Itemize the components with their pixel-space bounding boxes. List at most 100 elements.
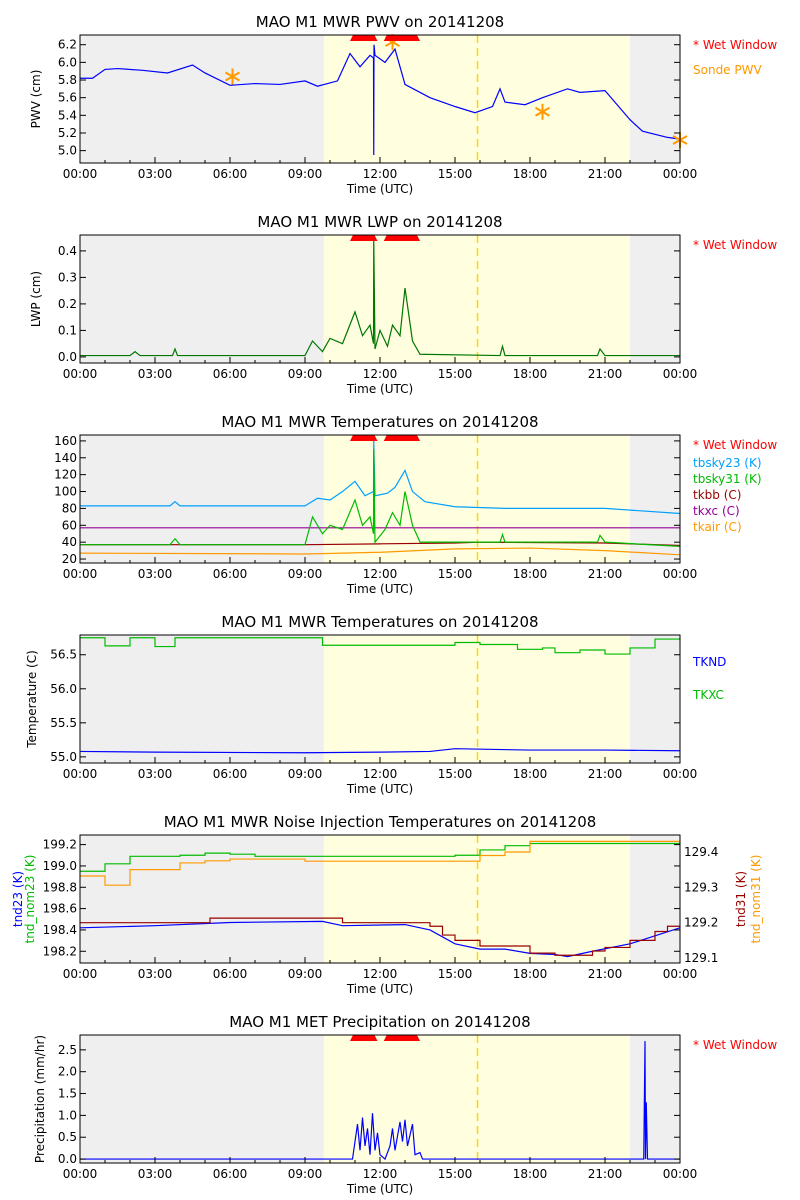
x-tick-label: 12:00 (363, 767, 398, 781)
y-tick-label: 199.2 (43, 838, 77, 852)
y-tick-label: 1.5 (58, 1087, 77, 1101)
y-axis-label-left: tnd_nom23 (K) (23, 855, 37, 944)
sonde-pwv-marker (225, 68, 240, 85)
x-tick-label: 21:00 (588, 967, 623, 981)
y-tick-label: 56.0 (50, 682, 77, 696)
x-tick-label: 06:00 (213, 767, 248, 781)
y-tick-label: 6.0 (58, 55, 77, 69)
y-tick-label: 80 (62, 501, 77, 515)
x-tick-label: 15:00 (438, 967, 473, 981)
wet-window-bar (383, 435, 420, 441)
y-axis-label: Temperature (C) (25, 650, 39, 749)
series-tkair-c- (80, 547, 680, 556)
x-tick-label: 15:00 (438, 1167, 473, 1181)
y-tick-label: 198.2 (43, 944, 77, 958)
y-axis-label-left: tnd23 (K) (11, 871, 25, 927)
panel-6: MAO M1 MET Precipitation on 20141208 00:0… (33, 1013, 777, 1196)
y-tick-label: 0.5 (58, 1130, 77, 1144)
x-axis-label: Time (UTC) (346, 1182, 413, 1196)
x-tick-label: 03:00 (138, 567, 173, 581)
y-axis-label-right: tnd31 (K) (734, 871, 748, 927)
series-tkxc (80, 637, 680, 655)
y-tick-label: 100 (54, 485, 77, 499)
legend-entry: * Wet Window (693, 1038, 777, 1052)
x-axis-label: Time (UTC) (346, 382, 413, 396)
x-tick-label: 15:00 (438, 767, 473, 781)
x-tick-label: 18:00 (513, 567, 548, 581)
y-right-tick-label: 129.1 (684, 951, 718, 965)
legend-entry: tbsky31 (K) (693, 472, 762, 486)
x-tick-label: 15:00 (438, 567, 473, 581)
x-tick-label: 03:00 (138, 367, 173, 381)
series-tbsky31-k- (80, 449, 680, 547)
legend-entry: Sonde PWV (693, 63, 762, 77)
x-tick-label: 12:00 (363, 567, 398, 581)
series-precipitation (80, 1041, 680, 1161)
legend-entry: tkbb (C) (693, 488, 741, 502)
x-tick-label: 00:00 (663, 167, 698, 181)
panel-1: MAO M1 MWR PWV on 20141208 00:00 03:00 06:0… (29, 13, 777, 196)
legend-entry: tkxc (C) (693, 504, 740, 518)
x-tick-label: 00:00 (63, 1167, 98, 1181)
x-tick-label: 21:00 (588, 767, 623, 781)
series-tknd (80, 748, 680, 754)
legend-entry: * Wet Window (693, 238, 777, 252)
x-tick-label: 09:00 (288, 967, 323, 981)
y-axis-label-right: tnd_nom31 (K) (749, 855, 763, 944)
x-axis-label: Time (UTC) (346, 182, 413, 196)
x-tick-label: 18:00 (513, 167, 548, 181)
y-tick-label: 160 (54, 434, 77, 448)
y-tick-label: 0.0 (58, 1152, 77, 1166)
x-tick-label: 09:00 (288, 367, 323, 381)
y-tick-label: 0.0 (58, 350, 77, 364)
y-tick-label: 5.6 (58, 91, 77, 105)
x-tick-label: 12:00 (363, 167, 398, 181)
y-tick-label: 199.0 (43, 859, 77, 873)
panel-title: MAO M1 MET Precipitation on 20141208 (229, 1013, 530, 1031)
y-tick-label: 0.2 (58, 297, 77, 311)
x-tick-label: 12:00 (363, 367, 398, 381)
wet-window-bar (350, 435, 378, 441)
y-tick-label: 55.5 (50, 716, 77, 730)
x-tick-label: 00:00 (63, 567, 98, 581)
x-tick-label: 21:00 (588, 167, 623, 181)
series-pwv (80, 44, 680, 156)
x-tick-label: 00:00 (63, 967, 98, 981)
x-tick-label: 06:00 (213, 167, 248, 181)
x-tick-label: 00:00 (663, 567, 698, 581)
x-tick-label: 00:00 (663, 967, 698, 981)
series-tnd-nom31-k- (80, 840, 680, 886)
panel-title: MAO M1 MWR PWV on 20141208 (256, 13, 504, 31)
panel-2: MAO M1 MWR LWP on 20141208 00:00 03:00 06:0… (29, 213, 777, 396)
wet-window-bar (350, 35, 378, 41)
y-axis-label: PWV (cm) (29, 70, 43, 129)
panel-5: MAO M1 MWR Noise Injection Temperatures … (11, 813, 763, 996)
x-axis-label: Time (UTC) (346, 582, 413, 596)
legend-entry: tkair (C) (693, 520, 742, 534)
y-axis-label: Precipitation (mm/hr) (33, 1035, 47, 1163)
wet-window-bar (350, 235, 378, 241)
x-tick-label: 21:00 (588, 1167, 623, 1181)
x-tick-label: 06:00 (213, 1167, 248, 1181)
y-right-tick-label: 129.4 (684, 845, 718, 859)
wet-window-bar (383, 235, 420, 241)
panel-4: MAO M1 MWR Temperatures on 20141208 00:00… (25, 613, 726, 796)
x-tick-label: 09:00 (288, 767, 323, 781)
x-tick-label: 00:00 (63, 167, 98, 181)
x-tick-label: 03:00 (138, 1167, 173, 1181)
y-tick-label: 20 (62, 552, 77, 566)
y-tick-label: 0.1 (58, 323, 77, 337)
y-tick-label: 40 (62, 535, 77, 549)
x-tick-label: 06:00 (213, 567, 248, 581)
x-tick-label: 18:00 (513, 967, 548, 981)
series-tnd31-k- (80, 917, 680, 956)
y-tick-label: 120 (54, 468, 77, 482)
legend-entry: tbsky23 (K) (693, 456, 762, 470)
x-tick-label: 15:00 (438, 367, 473, 381)
x-axis-label: Time (UTC) (346, 982, 413, 996)
y-axis-label: LWP (cm) (29, 271, 43, 327)
x-tick-label: 03:00 (138, 767, 173, 781)
panel-title: MAO M1 MWR LWP on 20141208 (257, 213, 502, 231)
y-right-tick-label: 129.3 (684, 880, 718, 894)
